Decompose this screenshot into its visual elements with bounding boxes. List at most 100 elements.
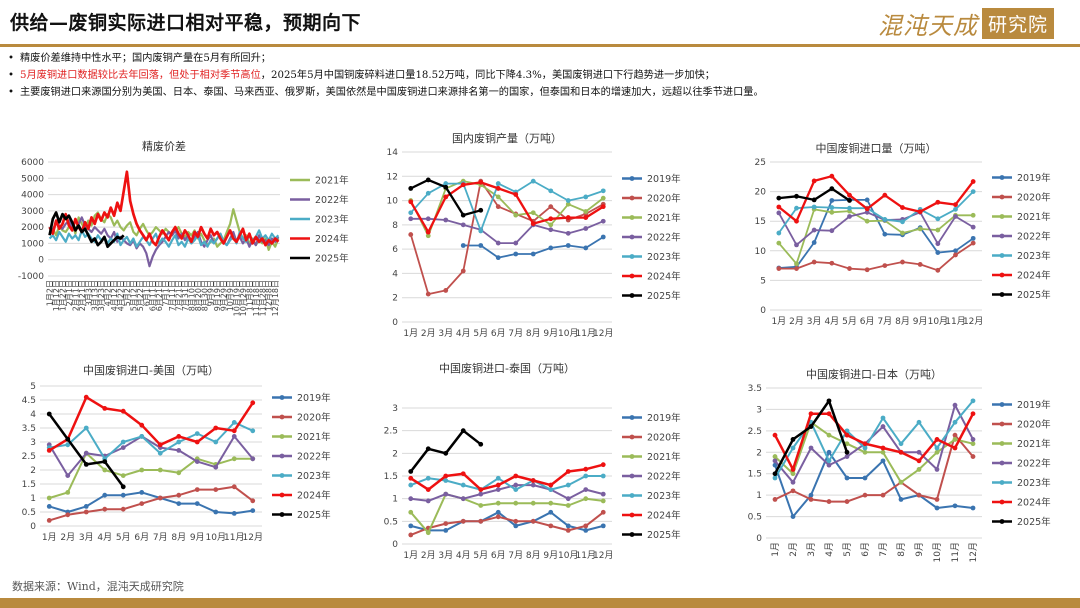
legend-label: 2023年: [297, 470, 331, 482]
data-point: [953, 206, 958, 212]
y-tick-label: 25: [755, 158, 766, 168]
data-point: [408, 532, 414, 538]
data-point: [548, 487, 554, 492]
data-point: [548, 204, 554, 210]
x-tick-label: 2月: [421, 328, 436, 338]
data-point: [120, 445, 126, 450]
x-tick-label: 1月: [403, 550, 418, 561]
legend-marker: [279, 492, 285, 498]
y-tick-label: 0: [392, 540, 398, 550]
data-point: [443, 491, 449, 497]
data-point: [880, 458, 886, 464]
x-tick-label: 12月: [243, 532, 263, 543]
legend-label: 2025年: [297, 509, 331, 521]
data-point: [826, 449, 832, 455]
data-point: [65, 442, 71, 448]
bullet-dot: •: [8, 87, 15, 98]
data-point: [565, 198, 571, 203]
legend-label: 2024年: [647, 271, 681, 283]
data-point: [794, 193, 799, 199]
data-point: [120, 473, 126, 478]
series-line: [774, 434, 974, 503]
data-point: [829, 186, 835, 192]
data-point: [425, 177, 431, 183]
x-tick-label: 7月31日: [181, 280, 190, 311]
data-point: [213, 487, 219, 492]
data-point: [83, 509, 89, 515]
data-point: [478, 503, 484, 508]
x-tick-label: 7月1日: [162, 280, 171, 306]
data-point: [953, 202, 958, 208]
data-point: [811, 197, 817, 203]
data-point: [826, 458, 832, 464]
data-point: [917, 262, 923, 267]
legend-marker: [629, 273, 635, 279]
data-point: [898, 441, 904, 447]
legend-label: 2021年: [1017, 438, 1051, 450]
x-tick-label: 6月: [134, 532, 149, 543]
legend-label: 2024年: [1017, 270, 1051, 282]
data-point: [213, 464, 219, 470]
data-point: [583, 226, 589, 231]
x-tick-label: 12月: [593, 550, 613, 561]
data-point: [776, 266, 782, 271]
y-tick-label: 4: [30, 410, 36, 420]
data-point: [176, 439, 182, 445]
data-point: [935, 250, 941, 255]
data-point: [952, 432, 958, 438]
data-point: [794, 266, 799, 271]
legend-label: 2020年: [647, 193, 681, 205]
y-tick-label: 3: [392, 404, 398, 414]
data-point: [65, 473, 71, 478]
data-point: [953, 248, 958, 254]
data-point: [790, 471, 796, 477]
x-tick-label: 3月: [79, 532, 94, 543]
data-point: [83, 462, 89, 467]
data-point: [530, 478, 536, 483]
data-point: [790, 514, 796, 519]
data-point: [425, 216, 431, 222]
data-point: [808, 492, 814, 498]
legend-label: 2021年: [315, 175, 349, 187]
series-line: [410, 484, 604, 502]
y-tick-label: 2: [30, 466, 36, 476]
data-point: [953, 214, 958, 219]
x-tick-label: 8月: [895, 316, 910, 327]
x-tick-label: 2月: [60, 532, 75, 543]
data-point: [120, 439, 126, 445]
series-line: [48, 170, 280, 247]
legend-label: 2022年: [1017, 458, 1051, 470]
x-tick-label: 9月: [190, 532, 205, 543]
data-point: [811, 240, 817, 245]
legend-label: 2024年: [647, 510, 681, 522]
data-point: [565, 243, 571, 248]
data-point: [811, 227, 817, 233]
data-point: [478, 491, 484, 497]
data-point: [213, 439, 219, 445]
legend-marker: [629, 493, 635, 498]
bullet-list: • 精废价差维持中性水平；国内废铜产量在5月有所回升； • 5月废铜进口数据较比去年回…: [8, 50, 1072, 101]
x-tick-label: 5月: [473, 550, 488, 561]
x-tick-label: 1月: [771, 316, 786, 327]
legend-marker: [629, 512, 635, 518]
legend-marker: [279, 434, 285, 439]
y-tick-label: 1000: [21, 239, 44, 249]
data-point: [460, 222, 466, 228]
x-tick-label: 8月20日: [194, 280, 203, 311]
data-point: [811, 259, 817, 265]
data-point: [443, 184, 449, 190]
x-tick-label: 4月: [824, 542, 835, 557]
series-line: [410, 493, 604, 534]
series-line: [48, 395, 254, 452]
data-point: [970, 437, 976, 442]
data-point: [829, 173, 835, 179]
x-tick-label: 10月19日: [233, 280, 242, 316]
x-tick-label: 1月12日: [52, 280, 61, 311]
x-tick-label: 7月: [877, 316, 892, 327]
data-point: [565, 469, 571, 474]
legend-marker: [629, 176, 635, 181]
data-point: [460, 471, 466, 477]
legend-marker: [999, 292, 1005, 297]
data-point: [425, 190, 431, 196]
